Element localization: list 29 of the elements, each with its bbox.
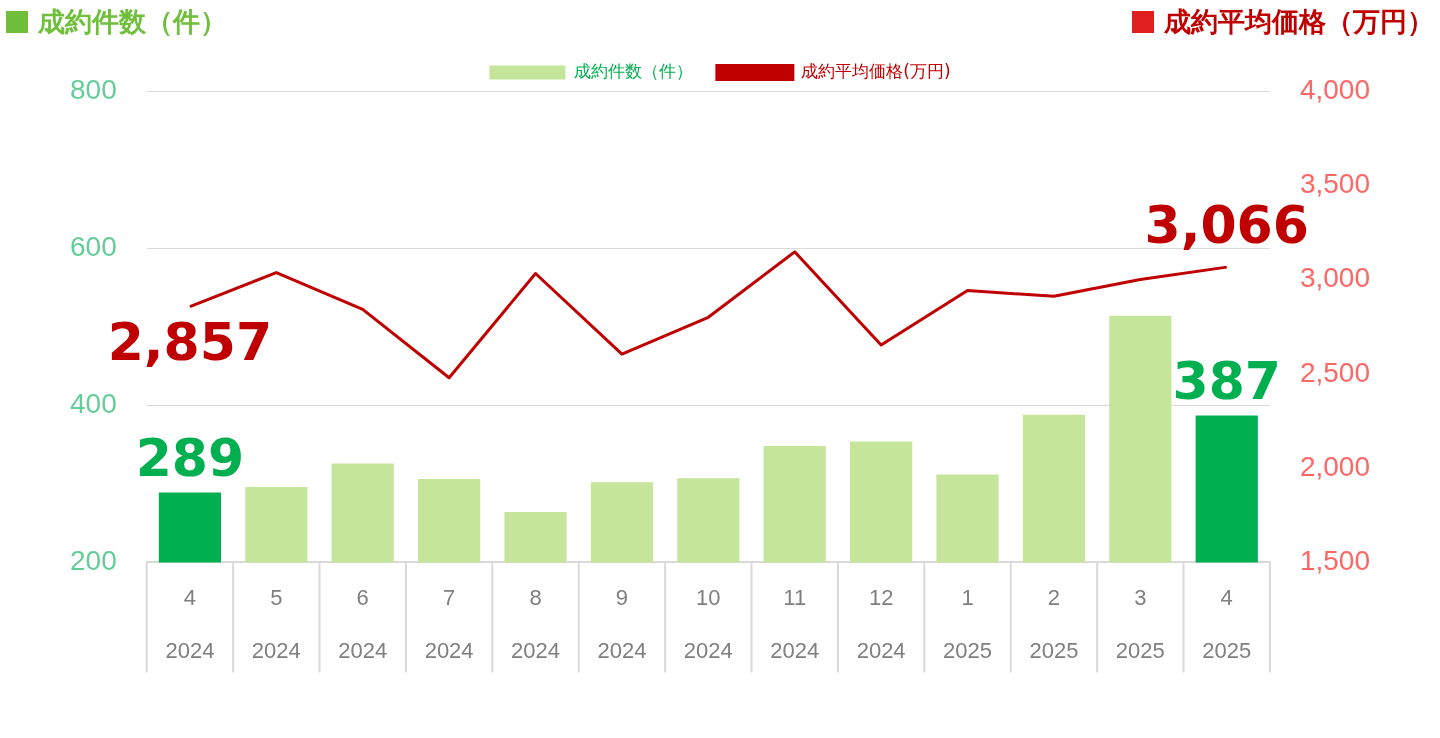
data-label: 289 [135, 427, 245, 488]
data-label: 2,857 [107, 312, 273, 373]
category-label: 4 2025 [1202, 584, 1252, 663]
y-tick-label: 600 [70, 230, 117, 262]
category-label: 11 2024 [770, 584, 820, 663]
category-label: 5 2024 [251, 584, 301, 663]
y-axis-title: 成約件数（件） [38, 5, 227, 39]
legend-label: 成約平均価格(万円) [801, 60, 951, 81]
category-label: 4 2024 [165, 584, 215, 663]
category-label: 8 2024 [511, 584, 560, 663]
y2-tick-label: 2,500 [1299, 356, 1371, 388]
y-tick-label: 200 [70, 545, 117, 577]
category-label: 3 2025 [1115, 584, 1165, 663]
y-tick-label: 800 [70, 73, 117, 105]
y2-tick-label: 3,000 [1299, 262, 1371, 294]
category-label: 12 2024 [856, 584, 906, 663]
category-label: 7 2024 [424, 584, 474, 663]
category-label: 9 2024 [597, 584, 647, 663]
y2-tick-label: 2,000 [1299, 450, 1371, 482]
y2-axis-title: 成約平均価格（万円） [1164, 5, 1434, 39]
y2-tick-label: 1,500 [1299, 545, 1371, 577]
category-label: 1 2025 [943, 584, 992, 663]
y-tick-label: 400 [70, 387, 117, 419]
legend-label: 成約件数（件） [573, 60, 693, 81]
y2-tick-label: 4,000 [1299, 73, 1371, 105]
category-label: 10 2024 [683, 584, 733, 663]
category-label: 6 2024 [338, 584, 388, 663]
data-label: 387 [1172, 351, 1281, 411]
category-label: 2 2025 [1029, 584, 1079, 663]
